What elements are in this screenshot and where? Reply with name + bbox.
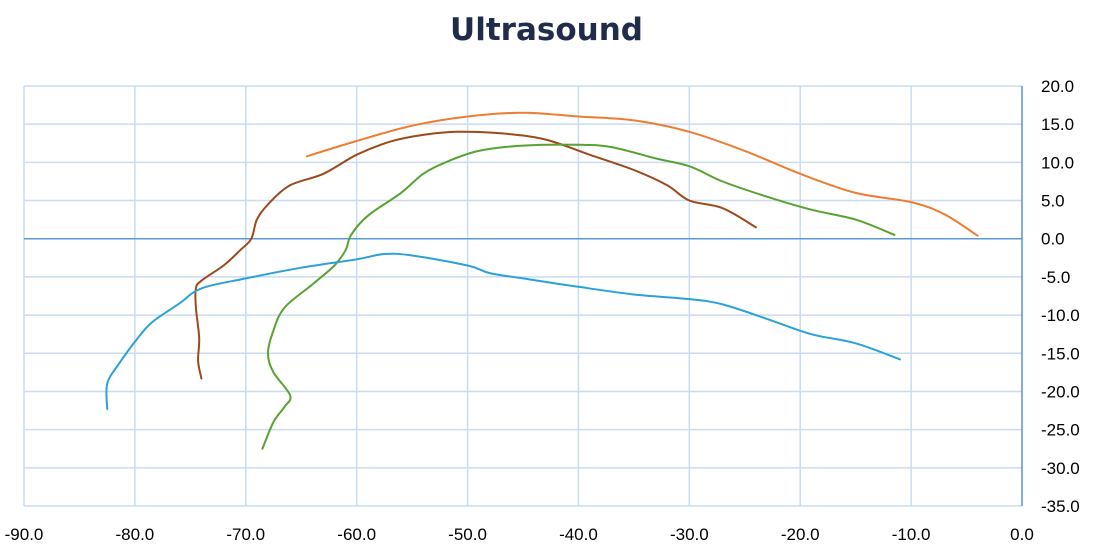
series-line-1: [305, 111, 979, 237]
y-tick-label: 10.0: [1041, 153, 1074, 172]
series-line-3: [261, 143, 896, 450]
x-tick-label: -30.0: [670, 525, 709, 544]
series-line-4: [105, 252, 901, 410]
x-tick-label: -10.0: [892, 525, 931, 544]
x-tick-label: 0.0: [1010, 525, 1034, 544]
x-tick-label: -20.0: [781, 525, 820, 544]
y-tick-label: -10.0: [1041, 306, 1080, 325]
series-line-2: [194, 130, 757, 380]
x-tick-label: -40.0: [559, 525, 598, 544]
x-tick-label: -60.0: [337, 525, 376, 544]
y-tick-label: -15.0: [1041, 344, 1080, 363]
grid-lines: [23, 85, 1023, 507]
y-tick-label: -5.0: [1041, 268, 1070, 287]
x-tick-label: -50.0: [448, 525, 487, 544]
series-lines: [105, 111, 979, 450]
axes: [24, 86, 1023, 506]
x-tick-label: -80.0: [116, 525, 155, 544]
x-tick-label: -90.0: [5, 525, 44, 544]
y-tick-label: -20.0: [1041, 382, 1080, 401]
y-tick-label: 15.0: [1041, 115, 1074, 134]
chart-title: Ultrasound: [450, 12, 643, 48]
y-tick-label: 20.0: [1041, 77, 1074, 96]
y-tick-label: -25.0: [1041, 421, 1080, 440]
y-tick-label: 0.0: [1041, 230, 1065, 249]
y-tick-labels: 20.0 15.0 10.0 5.0 0.0 -5.0 -10.0 -15.0 -20.0 -25…: [1041, 77, 1080, 516]
x-tick-label: -70.0: [226, 525, 265, 544]
y-tick-label: 5.0: [1041, 192, 1065, 211]
x-tick-labels: -90.0 -80.0 -70.0 -60.0 -50.0 -40.0 -30.0 -20.0…: [5, 525, 1034, 544]
y-tick-label: -30.0: [1041, 459, 1080, 478]
y-tick-label: -35.0: [1041, 497, 1080, 516]
